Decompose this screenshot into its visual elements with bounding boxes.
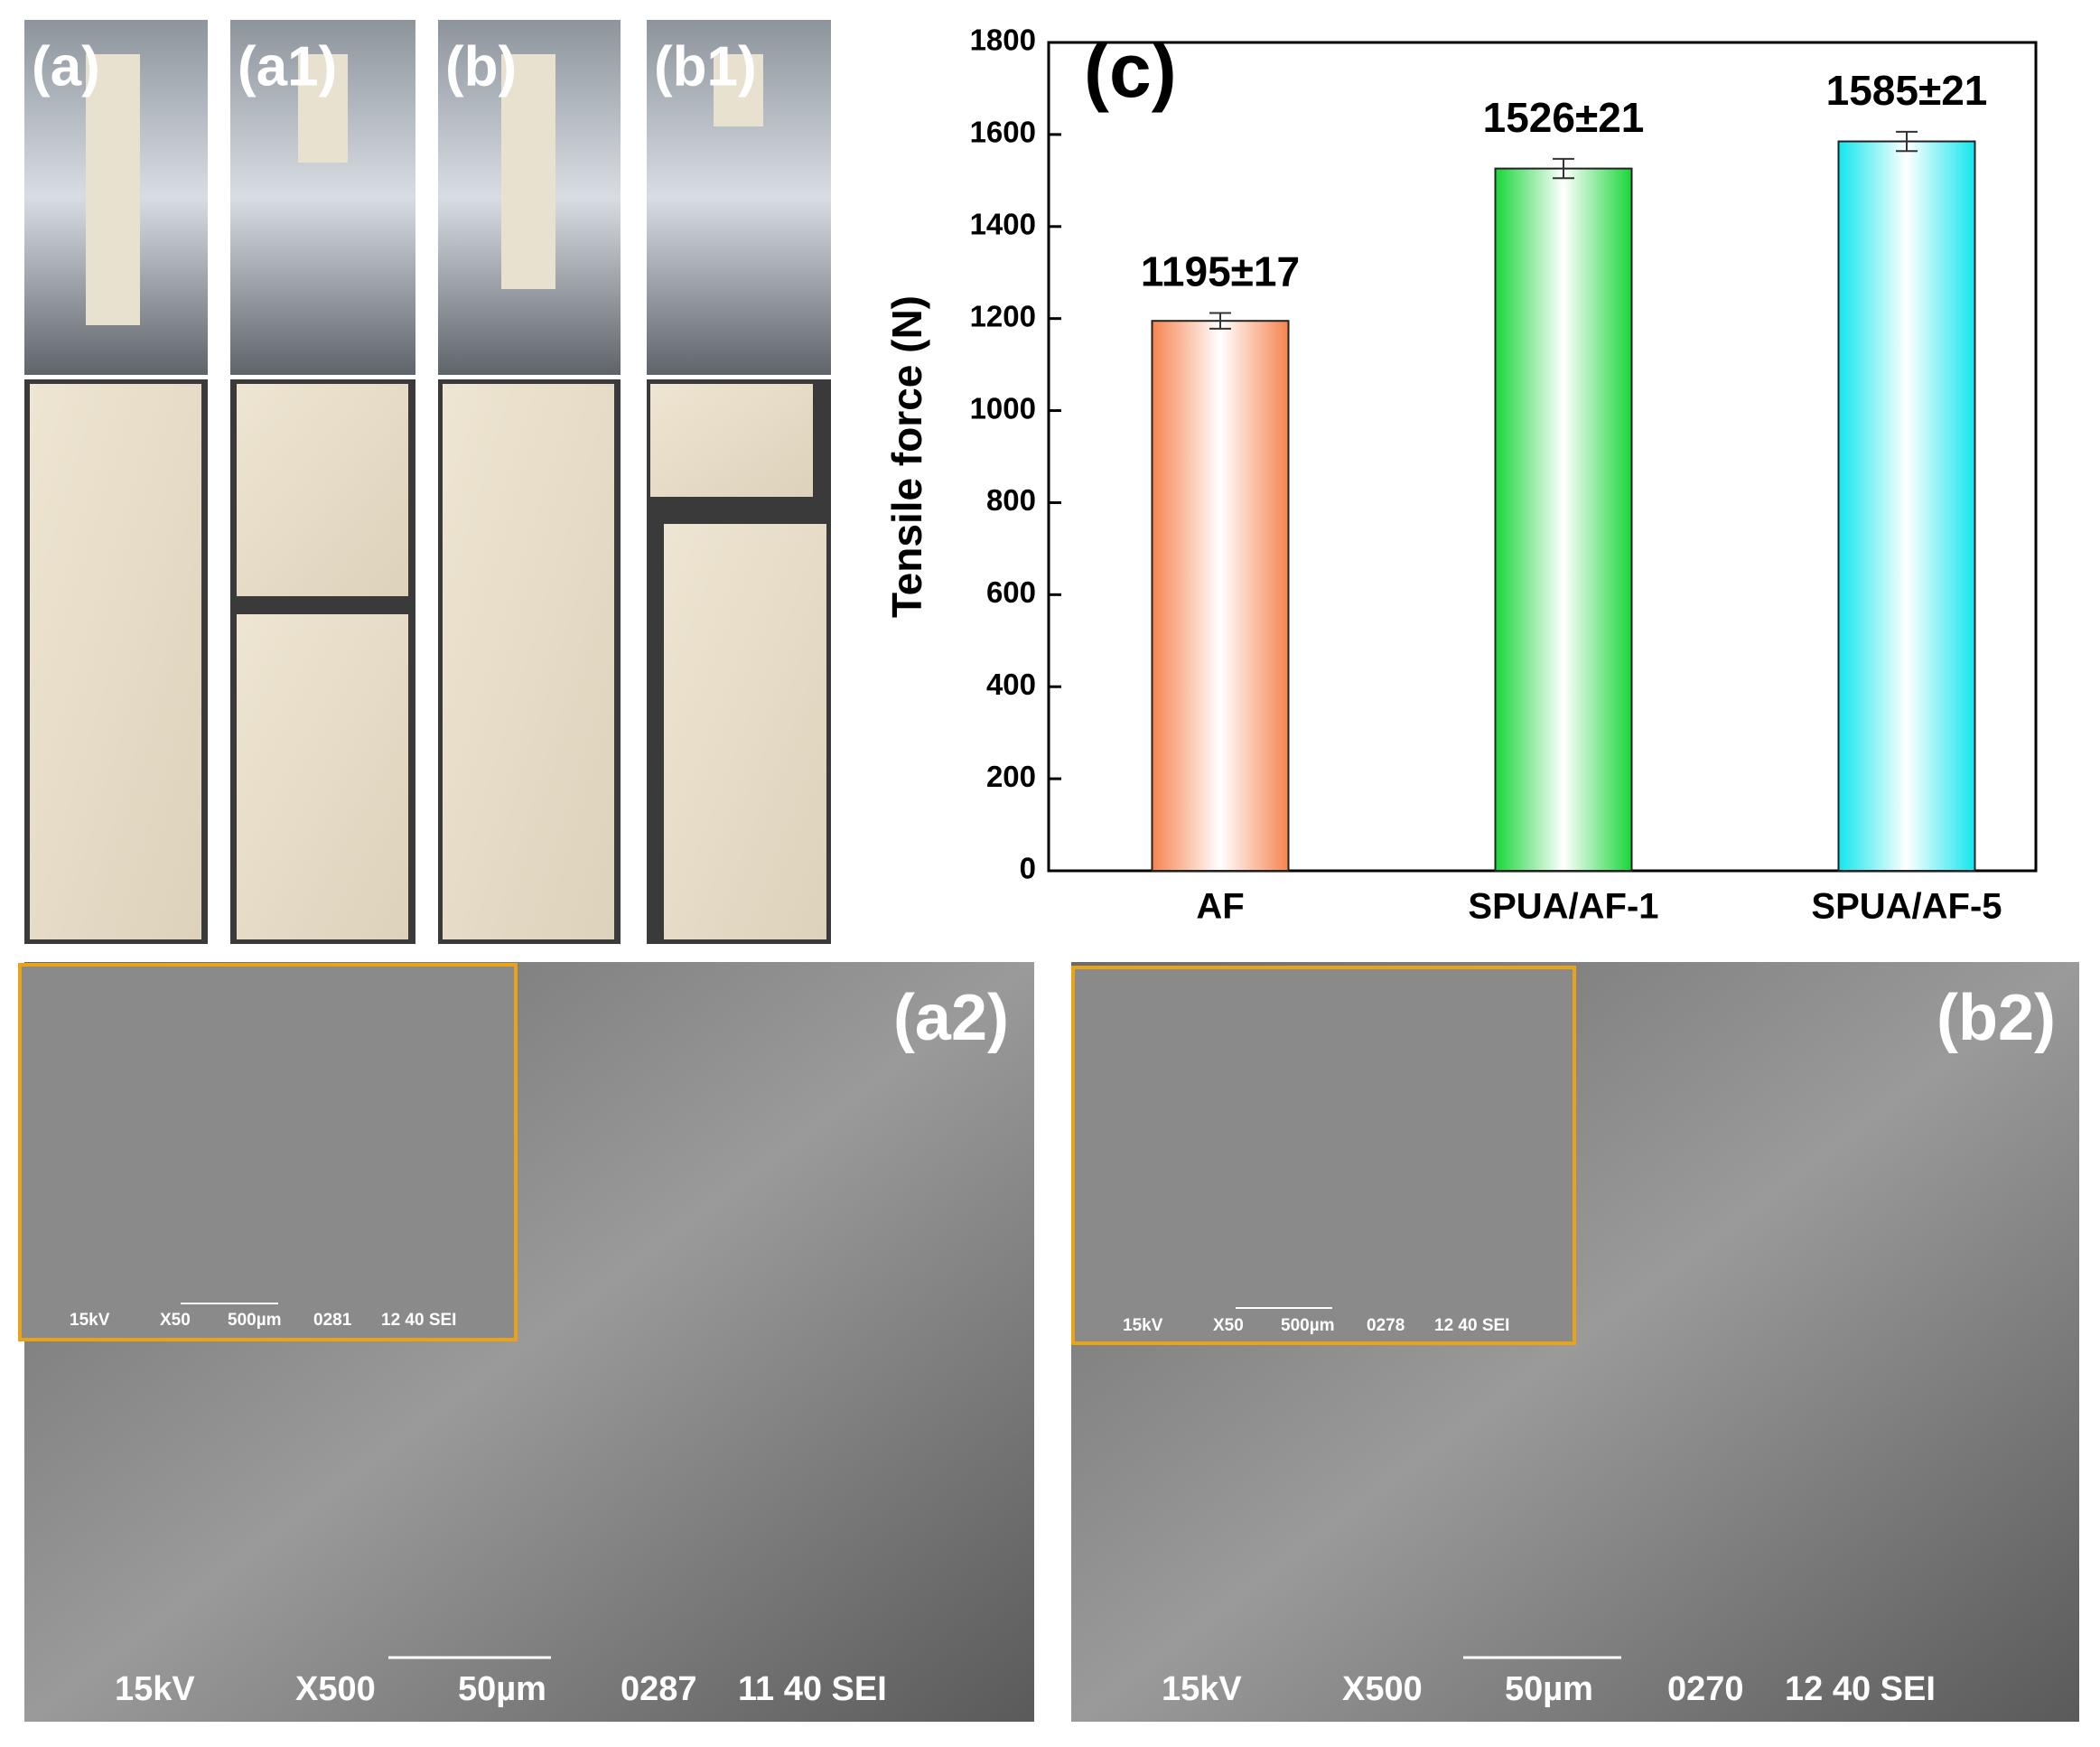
sample [501,54,555,289]
sample [298,54,348,163]
sem-inset-caption: 500µm [1281,1316,1335,1335]
y-tick-label: 400 [986,668,1036,701]
sem-inset-caption: 15kV [1123,1316,1163,1335]
photos [24,20,831,944]
fabric [650,384,813,497]
y-tick-label: 800 [986,483,1036,517]
fabric [237,614,408,939]
panel-label: (b1) [654,35,757,98]
fabric [30,384,201,939]
sem-inset-caption: 12 40 SEI [1434,1316,1509,1335]
y-tick-label: 0 [1020,852,1036,885]
y-tick-label: 1000 [970,391,1036,425]
sample [714,54,763,126]
sem-inset-caption: 0281 [313,1311,352,1330]
sem-images [18,962,2079,1722]
sem-caption: 12 40 SEI [1785,1670,1936,1708]
panel-label: (c) [1084,28,1177,113]
sem-caption: 15kV [115,1670,195,1708]
sem-caption: X500 [295,1670,376,1708]
value-label: 1195±17 [1141,248,1300,295]
sem-inset-caption: 12 40 SEI [381,1311,456,1330]
sem-inset [1071,966,1576,1345]
fabric [237,384,408,596]
x-tick-label: SPUA/AF-1 [1468,887,1658,927]
sem-caption: 0270 [1667,1670,1744,1708]
sem-caption: 50µm [458,1670,546,1708]
y-axis-label: Tensile force (N) [883,295,930,618]
sem-inset [18,963,518,1341]
sem-caption: X500 [1342,1670,1423,1708]
value-label: 1585±21 [1826,67,1988,114]
sem-inset-caption: 15kV [70,1311,110,1330]
y-tick-label: 1200 [970,299,1036,332]
y-tick-label: 600 [986,575,1036,609]
x-tick-label: AF [1196,887,1244,927]
value-label: 1526±21 [1483,94,1645,141]
sem-caption: 11 40 SEI [738,1670,887,1708]
panel-label: (a2) [893,982,1009,1054]
sem-caption: 0287 [621,1670,697,1708]
x-tick-label: SPUA/AF-5 [1811,887,2002,927]
y-tick-label: 1600 [970,116,1036,149]
panel-label: (b2) [1937,982,2056,1054]
sample [86,54,140,325]
sem-inset-caption: X50 [1213,1316,1244,1335]
fabric [664,524,826,939]
sem-caption: 50µm [1505,1670,1593,1708]
bar [1494,167,1633,873]
panel-label: (a1) [238,35,337,98]
panel-label: (b) [445,35,517,98]
fabric [443,384,614,939]
panel-label: (a) [32,35,100,98]
sem-inset-caption: 500µm [228,1311,282,1330]
bar [1837,140,1976,872]
y-tick-label: 200 [986,760,1036,793]
sem-inset-caption: 0278 [1367,1316,1405,1335]
y-tick-label: 1800 [970,23,1036,57]
sem-inset-caption: X50 [160,1311,191,1330]
sem-caption: 15kV [1162,1670,1242,1708]
bar [1151,320,1290,873]
y-tick-label: 1400 [970,207,1036,240]
